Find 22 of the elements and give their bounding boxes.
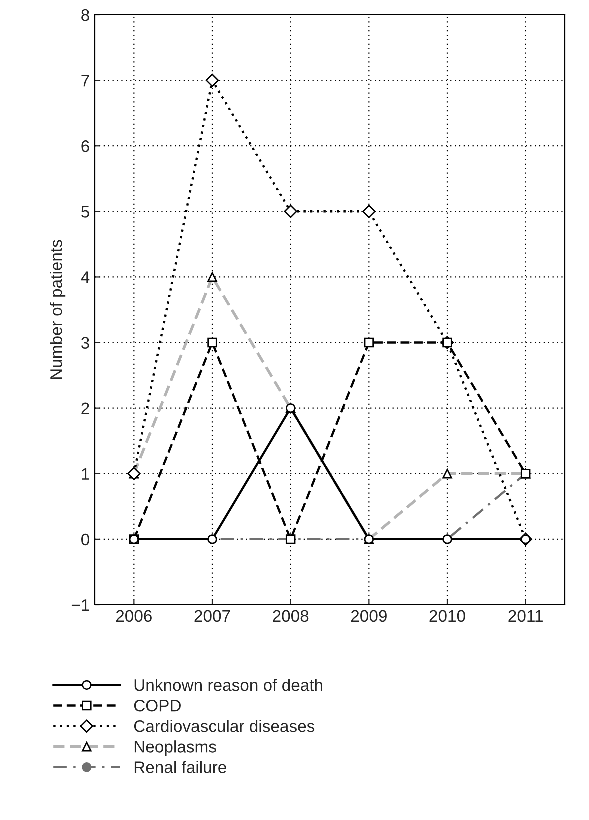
y-axis-title: Number of patients (50, 240, 66, 380)
y-tick-label: 0 (82, 534, 90, 546)
y-tick-label: 6 (82, 140, 90, 152)
legend-label: Unknown reason of death (134, 679, 322, 692)
y-tick-label: 3 (82, 337, 90, 349)
y-tick-label: 8 (82, 9, 90, 22)
x-tick-label: 2011 (508, 610, 543, 622)
x-tick-label: 2007 (194, 610, 230, 622)
y-tick-label: 7 (82, 75, 90, 87)
y-tick-label: −1 (72, 600, 90, 612)
y-tick-label: 5 (82, 206, 90, 218)
legend-label: Cardiovascular diseases (134, 720, 315, 732)
legend-label: Neoplasms (134, 740, 216, 756)
y-tick-label: 2 (82, 402, 90, 414)
x-tick-label: 2006 (116, 610, 152, 622)
legend-label: COPD (134, 700, 181, 712)
x-tick-label: 2010 (430, 610, 466, 622)
x-tick-label: 2008 (273, 610, 309, 622)
x-tick-label: 2009 (351, 610, 387, 622)
legend-label: Renal failure (134, 761, 226, 774)
y-tick-label: 4 (81, 272, 90, 284)
y-tick-label: 1 (82, 468, 90, 480)
